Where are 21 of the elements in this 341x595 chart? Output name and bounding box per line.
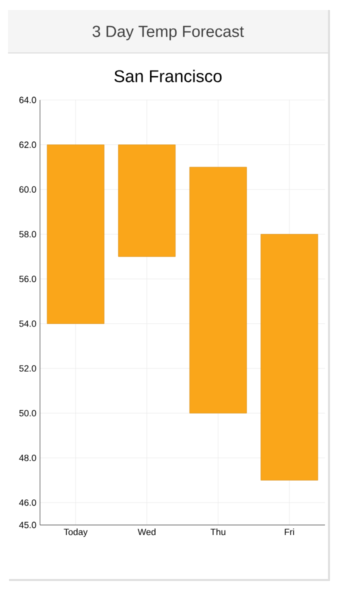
y-tick-label: 64.0 [19,96,36,104]
y-tick-label: 62.0 [19,142,36,148]
bar [260,234,318,480]
x-tick-label: Thu [210,528,226,536]
y-tick-label: 50.0 [19,410,36,416]
y-tick-label: 54.0 [19,320,36,327]
y-tick-label: 56.0 [19,276,36,282]
y-tick-label: 48.0 [19,454,36,462]
chart-subtitle: San Francisco [114,70,222,82]
bar [189,166,247,414]
y-tick-label: 46.0 [19,499,36,506]
chart-title: 3 Day Temp Forecast [92,26,244,40]
x-tick-label: Wed [138,528,156,536]
y-tick-label: 60.0 [19,186,36,193]
x-tick-label: Today [64,528,88,537]
y-tick-label: 58.0 [19,231,36,238]
y-tick-label: 52.0 [19,365,36,372]
y-tick-label: 45.0 [19,522,36,528]
bar [46,144,104,324]
x-tick-label: Fri [284,528,294,536]
bar [118,144,176,257]
